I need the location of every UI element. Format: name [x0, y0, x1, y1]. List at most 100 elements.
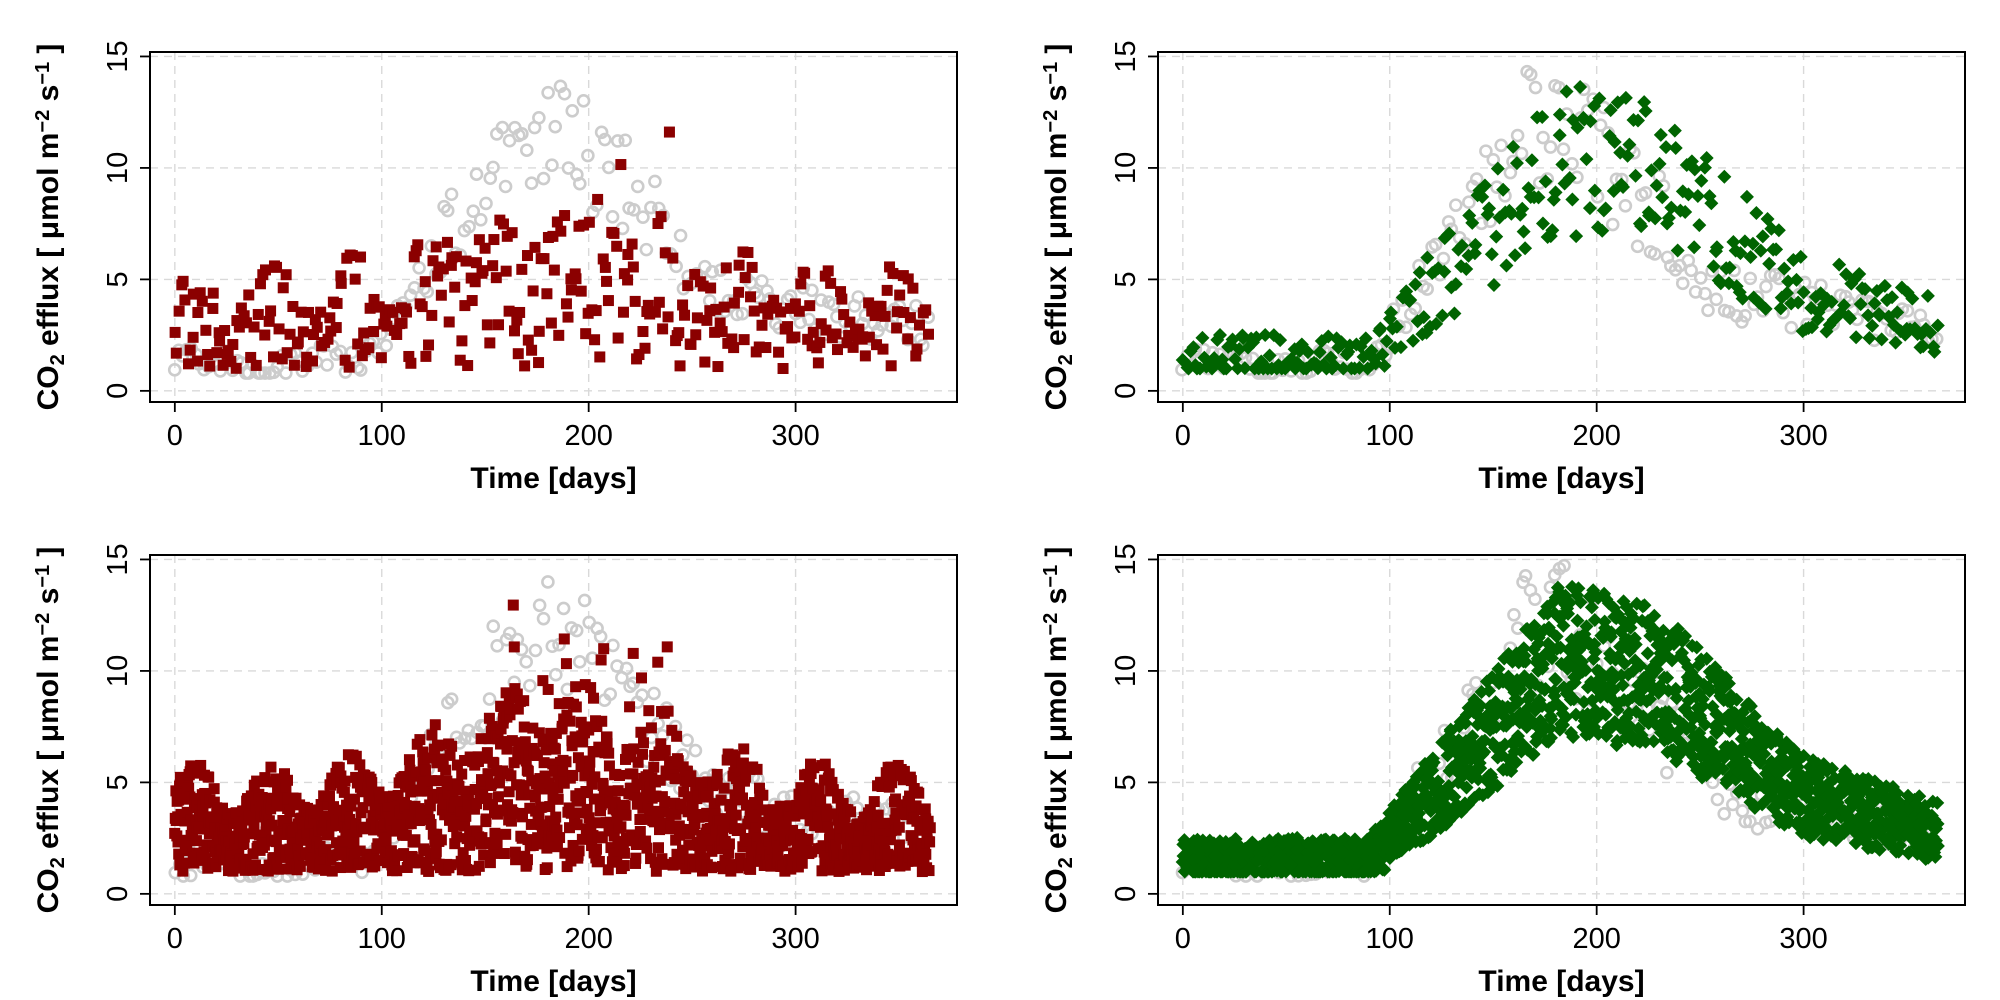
observed-point [1684, 263, 1698, 278]
observed-point [805, 283, 819, 298]
x-tick-label: 300 [1779, 420, 1827, 452]
model-point [177, 865, 189, 877]
model-point [873, 864, 885, 876]
model-point [183, 782, 195, 794]
model-point [845, 806, 857, 818]
model-point [487, 260, 499, 272]
model-point [309, 314, 321, 326]
model-point [279, 768, 291, 780]
model-point [254, 278, 266, 290]
model-point [1930, 318, 1945, 333]
model-point [1570, 613, 1585, 628]
model-point [898, 306, 910, 318]
model-point [349, 273, 361, 285]
observed-point [412, 261, 426, 275]
model-point [1258, 328, 1273, 343]
model-point [1555, 157, 1570, 172]
model-point [430, 845, 442, 857]
observed-point [605, 209, 620, 224]
model-point [207, 287, 219, 299]
model-point [631, 778, 643, 790]
observed-point [565, 104, 580, 118]
model-point [593, 855, 605, 867]
model-point [683, 839, 695, 851]
model-point [871, 339, 883, 351]
model-point [678, 827, 690, 839]
observed-point [802, 312, 816, 327]
observed-point [444, 692, 459, 706]
model-point [540, 744, 552, 756]
y-tick-label: 10 [102, 655, 134, 687]
model-point [513, 737, 525, 749]
model-point [1588, 645, 1603, 660]
model-point [504, 709, 516, 721]
model-point [705, 834, 717, 846]
model-point [746, 852, 758, 864]
model-point [419, 276, 431, 288]
observed-point [603, 687, 618, 701]
model-point [1717, 169, 1732, 184]
model-point [1523, 687, 1538, 702]
model-point [682, 791, 694, 803]
model-point [527, 722, 539, 734]
model-point [1377, 862, 1392, 877]
model-point [685, 338, 697, 350]
model-point [217, 359, 229, 371]
model-point [1545, 223, 1560, 238]
y-axis-title: CO2 efflux [ μmol m−2 s−1 ] [1040, 44, 1077, 411]
model-point [1824, 294, 1839, 309]
model-point [200, 788, 212, 800]
model-point [243, 828, 255, 840]
model-point [575, 716, 587, 728]
model-point [504, 703, 516, 715]
model-point [1573, 80, 1588, 95]
observed-point [482, 692, 497, 706]
model-point [1552, 107, 1567, 122]
model-point [412, 239, 424, 251]
y-tick-label: 5 [1110, 271, 1142, 287]
model-point [575, 795, 587, 807]
observed-point [1784, 320, 1799, 335]
observed-point [462, 219, 476, 234]
model-point [593, 817, 605, 829]
model-point [570, 681, 582, 693]
model-point [330, 322, 342, 334]
model-point [519, 736, 531, 748]
model-point [609, 799, 621, 811]
model-point [1722, 260, 1737, 275]
model-point [1858, 282, 1873, 297]
model-point [484, 837, 496, 849]
plot-frame [149, 51, 958, 403]
observed-point [353, 363, 368, 377]
model-point [1595, 223, 1610, 238]
model-point [812, 357, 824, 369]
model-point [662, 705, 674, 717]
model-point [323, 790, 335, 802]
model-point [779, 865, 791, 877]
model-point [243, 289, 255, 301]
model-point [1549, 629, 1564, 644]
model-point [802, 833, 814, 845]
model-point [276, 353, 288, 365]
model-point [427, 255, 439, 267]
model-point [227, 338, 239, 350]
model-point [636, 672, 648, 684]
model-point [493, 777, 505, 789]
model-point [394, 814, 406, 826]
model-point [418, 776, 430, 788]
model-point [1777, 261, 1792, 276]
model-point [560, 756, 572, 768]
model-point [675, 798, 687, 810]
model-point [1789, 272, 1804, 287]
model-point [1587, 183, 1602, 198]
model-point [373, 786, 385, 798]
model-point [551, 824, 563, 836]
model-point [415, 785, 427, 797]
model-point [1262, 348, 1277, 363]
model-point [368, 293, 380, 305]
model-point [1561, 606, 1576, 621]
model-point [178, 857, 190, 869]
observed-point [735, 306, 750, 321]
model-point [795, 278, 807, 290]
model-point [911, 343, 923, 355]
